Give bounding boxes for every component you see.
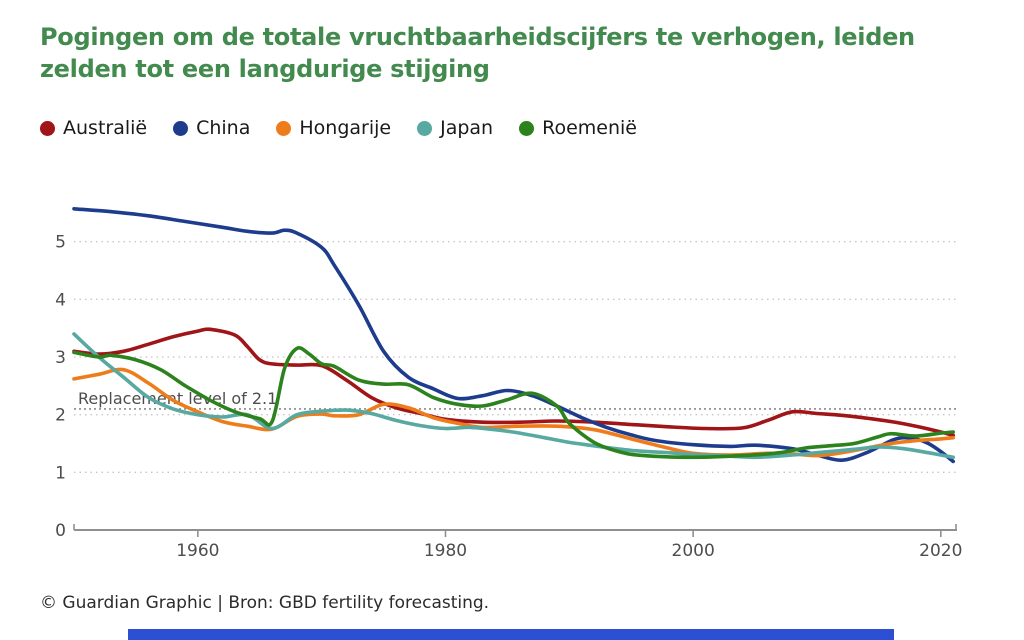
legend-item-china: China [173,117,250,139]
legend-dot-icon [173,120,189,136]
legend-item-australië: Australië [40,117,147,139]
gridlines: 0 1 2 3 4 5 [55,233,957,541]
legend-label: Australië [63,117,148,139]
legend-label: China [196,117,251,139]
source-attribution: © Guardian Graphic | Bron: GBD fertility… [40,593,490,613]
legend-item-hongarije: Hongarije [276,117,391,139]
series-line-australië [72,327,955,438]
legend-dot-icon [417,120,433,136]
x-axis: 1960 1980 2000 2020 [73,524,962,561]
series-line-japan [72,332,955,460]
y-tick-label-0: 0 [55,521,66,541]
legend-label: Hongarije [299,117,392,139]
legend-dot-icon [40,120,55,136]
series-line-china [72,207,955,464]
chart-title: Pogingen om de totale vruchtbaarheidscij… [40,23,915,83]
x-tick-label-1980: 1980 [424,541,467,561]
y-tick-label-1: 1 [55,463,66,483]
y-tick-label-4: 4 [55,290,66,310]
legend-item-japan: Japan [417,117,493,139]
x-tick-label-1960: 1960 [176,541,219,561]
series-lines [72,207,955,464]
legend: Australië China Hongarije Japan Roemenië [40,117,637,139]
series-line-roemenië [72,346,955,460]
bottom-bar [128,629,894,640]
y-tick-label-5: 5 [55,233,66,253]
legend-item-roemenië: Roemenië [519,117,637,139]
x-tick-label-2000: 2000 [672,541,715,561]
legend-label: Japan [440,117,494,139]
y-tick-label-3: 3 [55,348,66,368]
x-tick-label-2020: 2020 [919,541,962,561]
replacement-level-annotation: Replacement level of 2.1 [78,389,277,408]
legend-dot-icon [519,120,535,136]
y-tick-label-2: 2 [55,406,66,426]
legend-dot-icon [276,120,292,136]
legend-label: Roemenië [542,117,637,139]
